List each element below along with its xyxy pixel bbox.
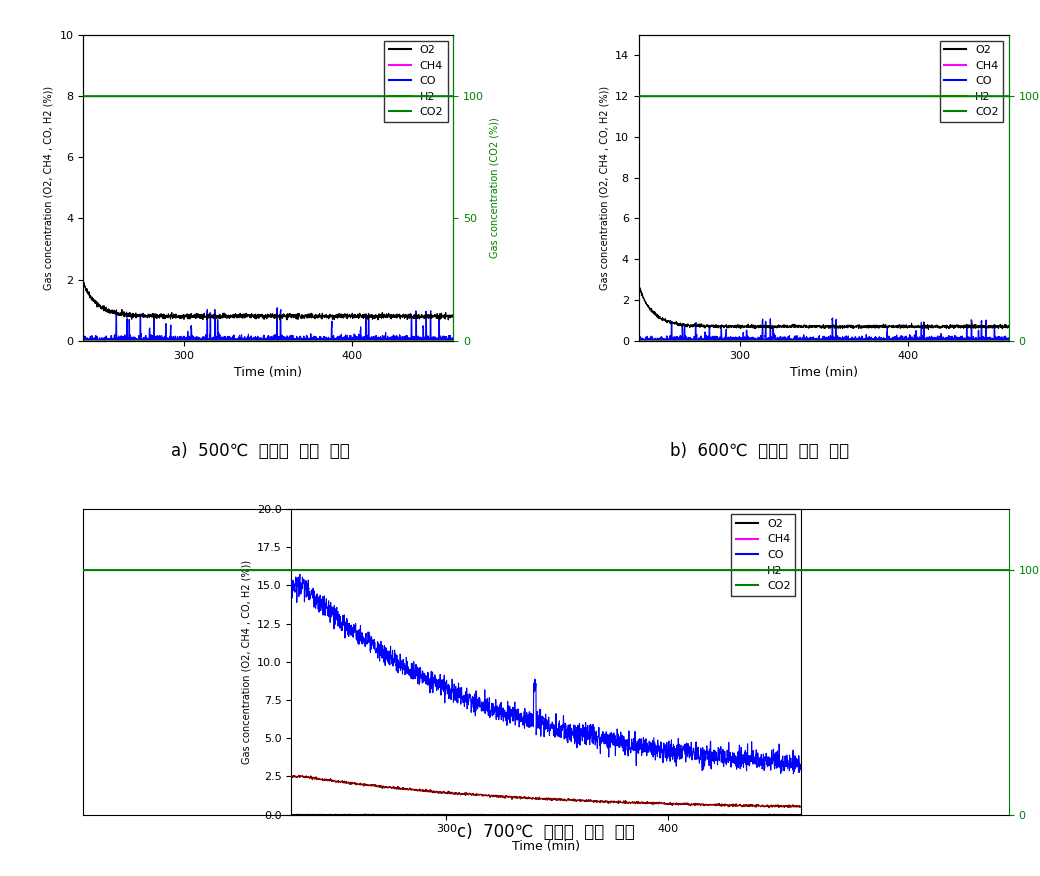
Y-axis label: Gas concentration (CO2 (%)): Gas concentration (CO2 (%)) bbox=[490, 117, 499, 258]
Legend: O2, CH4, CO, H2, CO2: O2, CH4, CO, H2, CO2 bbox=[384, 40, 448, 122]
Y-axis label: Gas concentration (O2, CH4 , CO, H2 (%)): Gas concentration (O2, CH4 , CO, H2 (%)) bbox=[599, 86, 609, 290]
X-axis label: Time (min): Time (min) bbox=[789, 366, 858, 379]
Y-axis label: Gas concentration (O2, CH4 , CO, H2 (%)): Gas concentration (O2, CH4 , CO, H2 (%)) bbox=[241, 560, 252, 764]
X-axis label: Time (min): Time (min) bbox=[512, 840, 580, 853]
Text: c)  700℃  활성화  실험  결과: c) 700℃ 활성화 실험 결과 bbox=[458, 823, 634, 841]
X-axis label: Time (min): Time (min) bbox=[234, 366, 303, 379]
Text: b)  600℃  활성화  실험  결과: b) 600℃ 활성화 실험 결과 bbox=[670, 442, 849, 461]
Text: a)  500℃  활성화  실험  결과: a) 500℃ 활성화 실험 결과 bbox=[171, 442, 349, 461]
Legend: O2, CH4, CO, H2, CO2: O2, CH4, CO, H2, CO2 bbox=[939, 514, 1004, 596]
Legend: O2, CH4, CO, H2, CO2: O2, CH4, CO, H2, CO2 bbox=[939, 40, 1004, 122]
Y-axis label: Gas concentration (O2, CH4 , CO, H2 (%)): Gas concentration (O2, CH4 , CO, H2 (%)) bbox=[44, 86, 54, 290]
